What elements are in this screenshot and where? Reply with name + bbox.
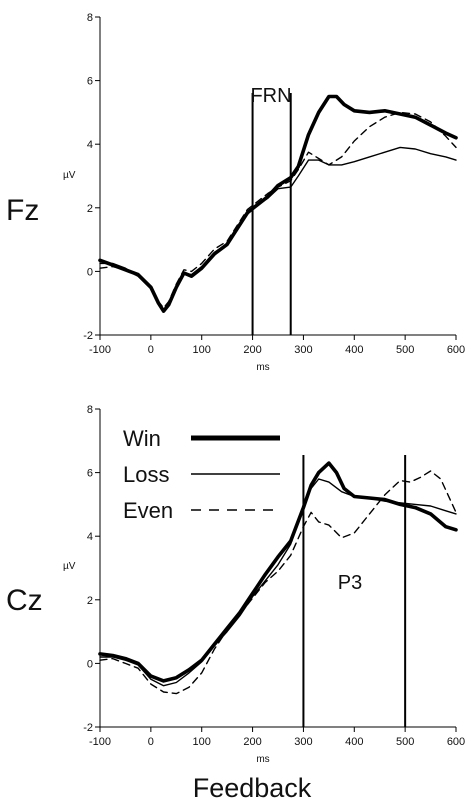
cz-series-even — [99, 470, 457, 695]
cz-x-tick-label: 600 — [447, 736, 465, 748]
fz-y-tick-label: -2 — [83, 330, 93, 342]
cz-x-tick-label: 500 — [396, 736, 414, 748]
cz-y-tick-label: 4 — [87, 531, 93, 543]
fz-component-label: FRN — [250, 85, 291, 107]
fz-x-tick-label: 0 — [148, 344, 154, 356]
fz-series-loss — [99, 146, 457, 311]
fz-x-tick-label: 100 — [193, 344, 211, 356]
fz-x-axis-label: ms — [256, 362, 269, 373]
cz-y-tick-label: 6 — [87, 468, 93, 480]
cz-x-tick-label: 100 — [193, 736, 211, 748]
cz-x-tick-label: 400 — [345, 736, 363, 748]
cz-y-tick-label: 0 — [87, 658, 93, 670]
fz-series-win — [98, 94, 458, 313]
fz-y-tick-label: 8 — [87, 12, 93, 24]
fz-y-tick-label: 0 — [87, 266, 93, 278]
cz-y-tick-label: 8 — [87, 404, 93, 416]
fz-y-tick-label: 4 — [87, 139, 93, 151]
fz-series-even — [99, 111, 457, 309]
legend-label-win: Win — [123, 426, 161, 451]
fz-x-tick-label: 400 — [345, 344, 363, 356]
fz-y-tick-label: 2 — [87, 203, 93, 215]
cz-x-tick-label: 300 — [294, 736, 312, 748]
fz-x-tick-label: 300 — [294, 344, 312, 356]
cz-series-win — [98, 461, 458, 683]
cz-x-tick-label: 200 — [243, 736, 261, 748]
legend-label-loss: Loss — [123, 462, 169, 487]
fz-y-axis-unit: µV — [63, 170, 76, 181]
figure-caption: Feedback — [193, 773, 312, 803]
fz-x-tick-label: 500 — [396, 344, 414, 356]
cz-component-label: P3 — [338, 572, 362, 594]
fz-x-tick-label: 200 — [243, 344, 261, 356]
cz-x-tick-label: 0 — [148, 736, 154, 748]
cz-x-axis-label: ms — [256, 754, 269, 765]
fz-channel-label: Fz — [6, 194, 39, 227]
legend-label-even: Even — [123, 498, 173, 523]
cz-channel-label: Cz — [6, 584, 43, 617]
fz-x-tick-label: -100 — [89, 344, 111, 356]
cz-x-tick-label: -100 — [89, 736, 111, 748]
cz-y-axis-unit: µV — [63, 561, 76, 572]
cz-y-tick-label: 2 — [87, 595, 93, 607]
cz-series-loss — [99, 478, 457, 687]
fz-y-tick-label: 6 — [87, 76, 93, 88]
fz-x-tick-label: 600 — [447, 344, 465, 356]
cz-y-tick-label: -2 — [83, 722, 93, 734]
